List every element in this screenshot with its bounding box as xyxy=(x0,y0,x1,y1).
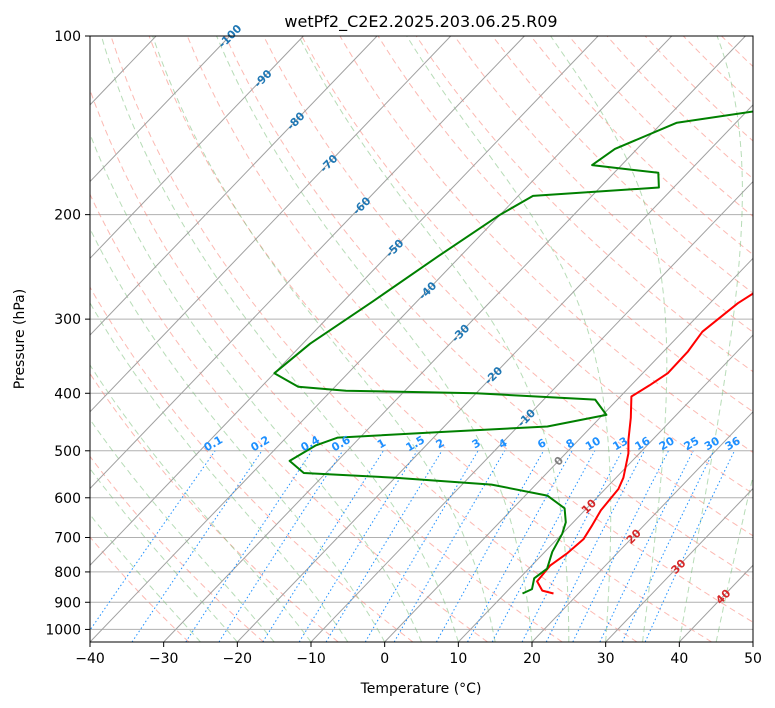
moist-adiabats xyxy=(90,36,753,642)
plot-frame xyxy=(89,35,754,643)
isotherm-line xyxy=(90,36,304,260)
isotherm-line xyxy=(90,36,599,566)
dry-adiabat-line xyxy=(453,36,753,333)
dry-adiabat-line xyxy=(148,36,712,642)
y-axis-label: Pressure (hPa) xyxy=(12,289,28,389)
y-tick-label: 700 xyxy=(54,531,81,547)
isotherm-line xyxy=(457,334,753,642)
moist-adiabat-line xyxy=(550,36,668,642)
x-tick-label: 30 xyxy=(597,651,615,667)
moist-adiabat-line xyxy=(298,36,570,642)
mixing-ratio-line xyxy=(467,450,573,642)
x-tick-label: 20 xyxy=(523,651,541,667)
mixing-ratio-line xyxy=(572,450,669,642)
dry-adiabat-line xyxy=(90,455,264,642)
isotherm-line xyxy=(90,36,231,183)
x-tick-label: −30 xyxy=(149,651,179,667)
dry-adiabat-line xyxy=(90,88,563,642)
moist-adiabat-line xyxy=(216,36,533,642)
mixing-ratio-line xyxy=(262,450,384,642)
dry-adiabat-line xyxy=(110,36,638,642)
temperature-profile xyxy=(536,292,753,595)
isotherm-line xyxy=(236,104,753,642)
moist-adiabat-line xyxy=(90,227,386,642)
y-tick-label: 900 xyxy=(54,595,81,611)
chart-title: wetPf2_C2E2.2025.203.06.25.R09 xyxy=(284,12,557,32)
mixing-ratio-line xyxy=(185,450,313,642)
y-tick-label: 200 xyxy=(54,208,81,224)
y-tick-label: 500 xyxy=(54,444,81,460)
isotherm-line xyxy=(90,36,673,642)
x-tick-label: 10 xyxy=(449,651,467,667)
y-tick-label: 400 xyxy=(54,386,81,402)
axes-ticks: −40 −30 −20 −10 0 10 20 30 40 50 100 200 300 400 500 60… xyxy=(45,29,762,667)
x-tick-label: 40 xyxy=(670,651,688,667)
dry-adiabat-line xyxy=(90,372,339,642)
mixing-ratio-line xyxy=(435,450,545,642)
isotherm-line xyxy=(90,36,378,336)
mixing-ratio-line xyxy=(599,450,694,642)
y-tick-label: 300 xyxy=(54,312,81,328)
moist-adiabat-line xyxy=(90,467,238,642)
moist-adiabat-line xyxy=(90,418,275,642)
mixing-ratio-line xyxy=(218,450,344,642)
mixing-ratio-line xyxy=(325,450,443,642)
y-tick-label: 1000 xyxy=(45,622,81,638)
dewpoint-profile xyxy=(273,110,753,595)
isotherm-line xyxy=(605,487,753,642)
x-tick-label: −40 xyxy=(75,651,105,667)
isotherm-line xyxy=(163,36,746,642)
dry-adiabat-line xyxy=(186,36,753,623)
y-tick-label: 600 xyxy=(54,491,81,507)
y-tick-label: 100 xyxy=(54,29,81,45)
dry-adiabat-line xyxy=(492,36,753,294)
moist-adiabat-line xyxy=(715,474,753,642)
x-axis-label: Temperature (°C) xyxy=(360,681,482,697)
isotherm-line xyxy=(90,36,525,490)
moist-adiabat-line xyxy=(100,36,459,642)
moist-adiabat-line xyxy=(152,36,496,642)
isotherm-line xyxy=(384,257,753,642)
moist-adiabat-line xyxy=(678,36,743,642)
y-tick-label: 800 xyxy=(54,565,81,581)
x-tick-label: 50 xyxy=(744,651,762,667)
x-tick-label: −20 xyxy=(223,651,253,667)
plot-area xyxy=(90,36,753,642)
dry-adiabat-line xyxy=(90,193,488,642)
mixing-ratio-line xyxy=(491,450,596,642)
isotherm-line xyxy=(310,180,753,642)
mixing-ratio-lines xyxy=(90,450,735,642)
mixing-ratio-line xyxy=(90,450,216,632)
dry-adiabat-line xyxy=(415,36,753,373)
isotherms xyxy=(90,36,753,642)
moist-adiabat-line xyxy=(90,301,349,642)
x-tick-label: −10 xyxy=(296,651,326,667)
x-tick-label: 0 xyxy=(380,651,389,667)
isotherm-line xyxy=(531,411,753,642)
sounding-series xyxy=(273,110,753,595)
moist-adiabat-line xyxy=(406,36,612,642)
moist-adiabat-line xyxy=(90,132,422,642)
mixing-ratio-line xyxy=(131,450,263,642)
isotherm-line xyxy=(90,36,452,413)
